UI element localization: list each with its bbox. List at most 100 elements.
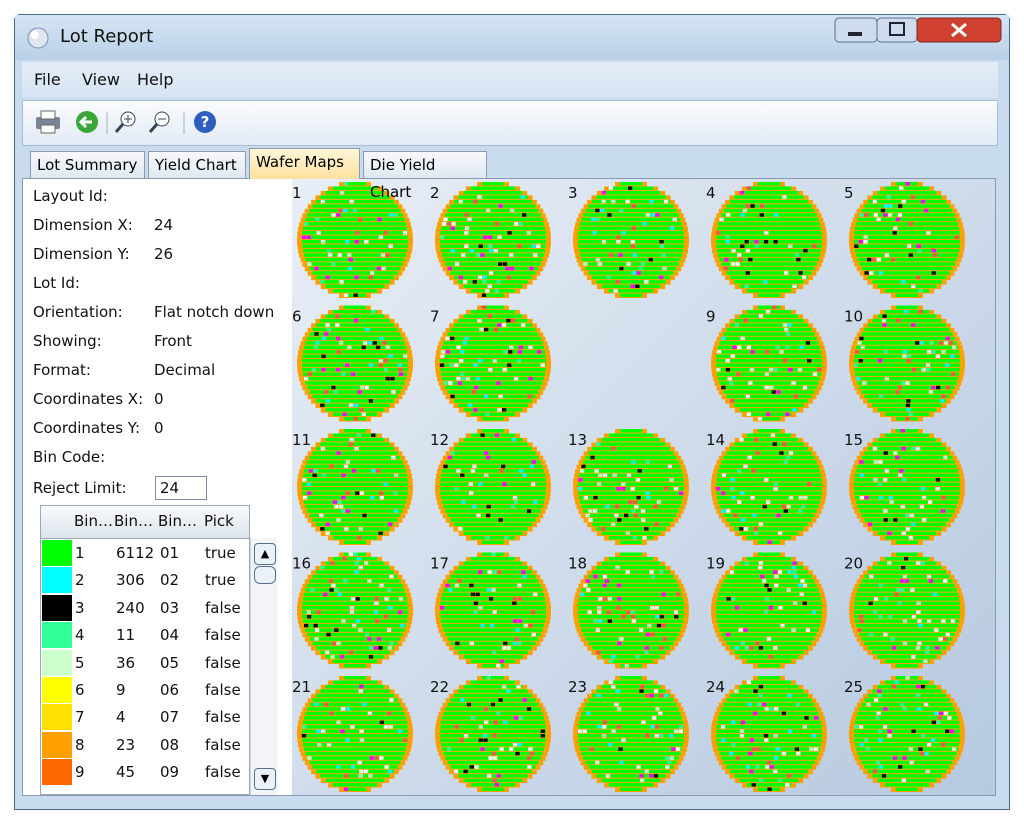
tab[interactable]: Lot Summary [30,151,145,178]
die-row [320,195,390,199]
die-row [440,720,546,725]
die [908,747,914,751]
die-row [447,455,539,460]
die [439,363,445,367]
die-row [441,592,545,597]
tab[interactable]: Yield Chart [148,151,246,178]
die [812,372,818,376]
die-row [578,742,684,747]
die-row [343,182,367,186]
die [343,182,349,186]
die [382,341,387,345]
die-row [307,460,403,464]
print-button[interactable] [36,110,60,134]
die-row [757,417,781,421]
die-row [715,235,823,239]
die [778,778,783,783]
die [755,451,760,455]
die [716,231,721,235]
menu-item[interactable]: File [34,70,61,89]
die [900,429,905,433]
die [735,262,740,266]
die-row [585,760,677,765]
die [364,561,369,565]
menu-item[interactable]: View [82,70,120,89]
die-row [307,336,403,341]
die [536,244,541,248]
bin-color [42,677,72,703]
scrollbar[interactable]: ▲ ▼ [250,538,277,795]
die [356,433,362,437]
die [893,451,898,455]
die [517,641,522,646]
die-row [578,248,684,253]
menu-item[interactable]: Help [137,70,174,89]
die [945,729,950,733]
scroll-up[interactable]: ▲ [254,543,276,565]
back-button[interactable] [76,111,98,133]
die [516,684,521,689]
die-row [450,451,536,455]
die [488,248,494,253]
die [608,659,614,664]
scroll-down[interactable]: ▼ [254,768,276,790]
die [440,354,445,359]
die [518,716,524,720]
die [512,742,518,747]
die-row [601,561,661,565]
die-row [585,637,677,641]
die [302,725,307,729]
die-row [307,509,403,513]
die [877,689,882,693]
die [929,341,934,345]
die [765,309,771,314]
reject-limit-input[interactable]: 24 [155,476,207,500]
die [514,637,520,641]
die [673,729,679,733]
die [497,570,502,574]
die [496,774,501,778]
die-row [302,742,408,747]
die-row [884,536,930,540]
die-row [301,359,409,363]
die-row [717,253,821,257]
scroll-thumb[interactable] [254,566,276,584]
die-row [302,354,408,359]
die [761,579,767,583]
die [491,552,496,556]
zoom-in-button[interactable] [114,111,136,133]
wafer-label: 18 [568,555,587,573]
die [739,190,744,195]
zoom-out-button[interactable] [148,111,170,133]
tab[interactable]: Wafer Maps [249,148,360,179]
die [740,244,745,248]
die-row [332,412,378,417]
die [626,473,632,478]
die [782,323,788,327]
die [858,240,863,244]
die [878,614,883,619]
die [880,208,886,213]
die-row [867,769,947,774]
die-row [719,628,819,632]
help-button[interactable]: ? [194,111,216,133]
die [901,565,906,570]
die [488,597,494,601]
die [754,244,759,248]
die [800,504,806,509]
die-row [481,417,505,421]
die [488,367,493,372]
die [908,412,914,417]
die-row [470,412,516,417]
tab[interactable]: Die Yield Chart [363,151,487,201]
die [325,399,330,403]
die [397,610,403,614]
die [528,376,533,381]
die [902,354,907,359]
die [725,235,730,239]
die-row [717,716,821,720]
die [876,257,881,262]
die [887,531,892,536]
die [527,394,532,399]
die [644,280,649,284]
